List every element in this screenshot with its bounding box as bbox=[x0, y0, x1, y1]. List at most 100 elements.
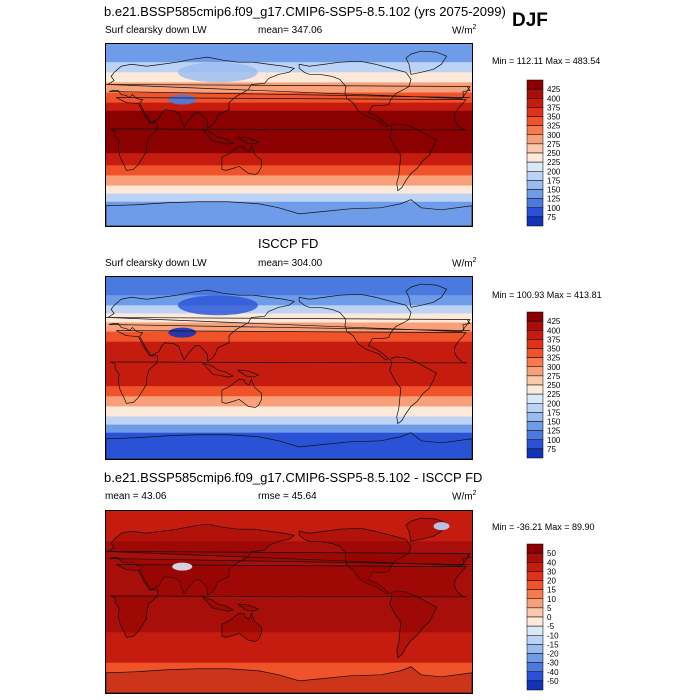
panel-2-variable-label: Surf clearsky down LW bbox=[105, 258, 207, 269]
colorbar-tick-label: 15 bbox=[547, 586, 556, 595]
map-contour-band bbox=[106, 82, 472, 94]
coastline-antarctica bbox=[106, 666, 472, 693]
colorbar-box bbox=[526, 339, 544, 349]
coastline-borneo-ng bbox=[237, 136, 260, 145]
coastline-africa bbox=[109, 564, 467, 638]
colorbar-box bbox=[526, 180, 544, 190]
colorbar-box bbox=[526, 580, 544, 590]
colorbar-tick-label: 250 bbox=[547, 381, 561, 390]
coastline-south-america bbox=[389, 590, 437, 659]
panel-1-title: b.e21.BSSP585cmip6.f09_g17.CMIP6-SSP5-8.… bbox=[104, 4, 506, 19]
colorbar-tick-label: 5 bbox=[547, 604, 552, 613]
colorbar-box bbox=[526, 644, 544, 654]
panel-1-map bbox=[105, 43, 473, 227]
map-contour-band bbox=[106, 201, 472, 226]
colorbar-box bbox=[526, 403, 544, 413]
colorbar-box bbox=[526, 198, 544, 208]
colorbar-box bbox=[526, 448, 544, 459]
colorbar-box bbox=[526, 607, 544, 618]
coastline-africa bbox=[109, 330, 467, 404]
panel-3-title: b.e21.BSSP585cmip6.f09_g17.CMIP6-SSP5-8.… bbox=[104, 470, 483, 485]
panel-3-minmax: Min = -36.21 Max = 89.90 bbox=[492, 522, 595, 532]
panel-2-units: W/m2 bbox=[452, 257, 477, 270]
panel-1-colorbar: 425 400 375 350 325 300 275 250 225 200 175 150 125 1… bbox=[526, 79, 561, 227]
panel-2-mean-label: mean= 304.00 bbox=[258, 258, 323, 269]
coastline-greenland bbox=[405, 50, 448, 75]
coastline-antarctica bbox=[106, 432, 472, 459]
colorbar-tick-label: 100 bbox=[547, 436, 561, 445]
panel-3-rmse-label: rmse = 45.64 bbox=[258, 491, 317, 502]
cold-pool-siberia bbox=[177, 62, 258, 83]
panel-2-colorbar: 425 400 375 350 325 300 275 250 225 200 175 150 125 1… bbox=[526, 311, 561, 459]
map-contour-band bbox=[106, 396, 472, 407]
colorbar-tick-label: 75 bbox=[547, 213, 556, 222]
coastline-australia bbox=[221, 378, 262, 408]
colorbar-tick-label: 300 bbox=[547, 363, 561, 372]
coastline-greenland bbox=[405, 283, 448, 308]
colorbar-box bbox=[526, 393, 544, 404]
colorbar-tick-label: 175 bbox=[547, 408, 561, 417]
colorbar-box bbox=[526, 189, 544, 199]
colorbar-box bbox=[526, 384, 544, 395]
panel-2-title: ISCCP FD bbox=[258, 236, 319, 251]
colorbar-box bbox=[526, 98, 544, 108]
colorbar-box bbox=[526, 543, 544, 554]
colorbar-tick-label: 375 bbox=[547, 103, 561, 112]
colorbar-tick-label: 125 bbox=[547, 427, 561, 436]
colorbar-box bbox=[526, 412, 544, 422]
coastline-indonesia bbox=[201, 129, 235, 145]
colorbar-box bbox=[526, 320, 544, 331]
map-contour-band bbox=[106, 193, 472, 203]
coastline-indonesia bbox=[201, 362, 235, 378]
colorbar-box bbox=[526, 439, 544, 450]
season-label: DJF bbox=[512, 10, 548, 31]
colorbar-tick-label: 40 bbox=[547, 558, 556, 567]
colorbar-box bbox=[526, 589, 544, 599]
colorbar-tick-label: 125 bbox=[547, 195, 561, 204]
colorbar-box bbox=[526, 125, 544, 135]
colorbar-tick-label: 0 bbox=[547, 613, 552, 622]
colorbar-box bbox=[526, 88, 544, 99]
colorbar-box bbox=[526, 375, 544, 386]
colorbar-tick-label: 225 bbox=[547, 390, 561, 399]
panel-3-map bbox=[105, 510, 473, 694]
colorbar-box bbox=[526, 107, 544, 117]
map-contour-band bbox=[106, 277, 472, 296]
colorbar-box bbox=[526, 171, 544, 181]
colorbar-box bbox=[526, 662, 544, 672]
map-contour-band bbox=[106, 72, 472, 83]
colorbar-tick-label: -50 bbox=[547, 677, 559, 686]
colorbar-tick-label: -10 bbox=[547, 631, 559, 640]
colorbar-box bbox=[526, 216, 544, 227]
colorbar-box bbox=[526, 79, 544, 90]
colorbar-box bbox=[526, 562, 544, 572]
colorbar-box bbox=[526, 207, 544, 218]
colorbar-box bbox=[526, 653, 544, 663]
colorbar-tick-label: 75 bbox=[547, 445, 556, 454]
colorbar-tick-label: -15 bbox=[547, 640, 559, 649]
colorbar-box bbox=[526, 116, 544, 126]
map-contour-band bbox=[106, 416, 472, 426]
colorbar-box bbox=[526, 330, 544, 340]
colorbar-tick-label: 100 bbox=[547, 204, 561, 213]
colorbar-tick-label: 200 bbox=[547, 399, 561, 408]
cold-pool-tibet bbox=[168, 327, 197, 338]
coastline-australia bbox=[221, 612, 262, 642]
colorbar-box bbox=[526, 680, 544, 691]
colorbar-box bbox=[526, 671, 544, 682]
panel-3-mean-label: mean = 43.06 bbox=[105, 491, 167, 502]
coastline-borneo-ng bbox=[237, 603, 260, 612]
panel-1-units: W/m2 bbox=[452, 24, 477, 37]
map-contour-band bbox=[106, 102, 472, 112]
colorbar-tick-label: 275 bbox=[547, 140, 561, 149]
colorbar-box bbox=[526, 348, 544, 358]
negative-anomaly-tibet bbox=[172, 562, 193, 571]
colorbar-tick-label: 400 bbox=[547, 326, 561, 335]
colorbar-box bbox=[526, 143, 544, 154]
map-contour-band bbox=[106, 44, 472, 63]
panel-2-map bbox=[105, 276, 473, 460]
map-contour-band bbox=[106, 406, 472, 418]
colorbar-tick-label: 425 bbox=[547, 317, 561, 326]
map-contour-band bbox=[106, 432, 472, 459]
colorbar-box bbox=[526, 134, 544, 145]
